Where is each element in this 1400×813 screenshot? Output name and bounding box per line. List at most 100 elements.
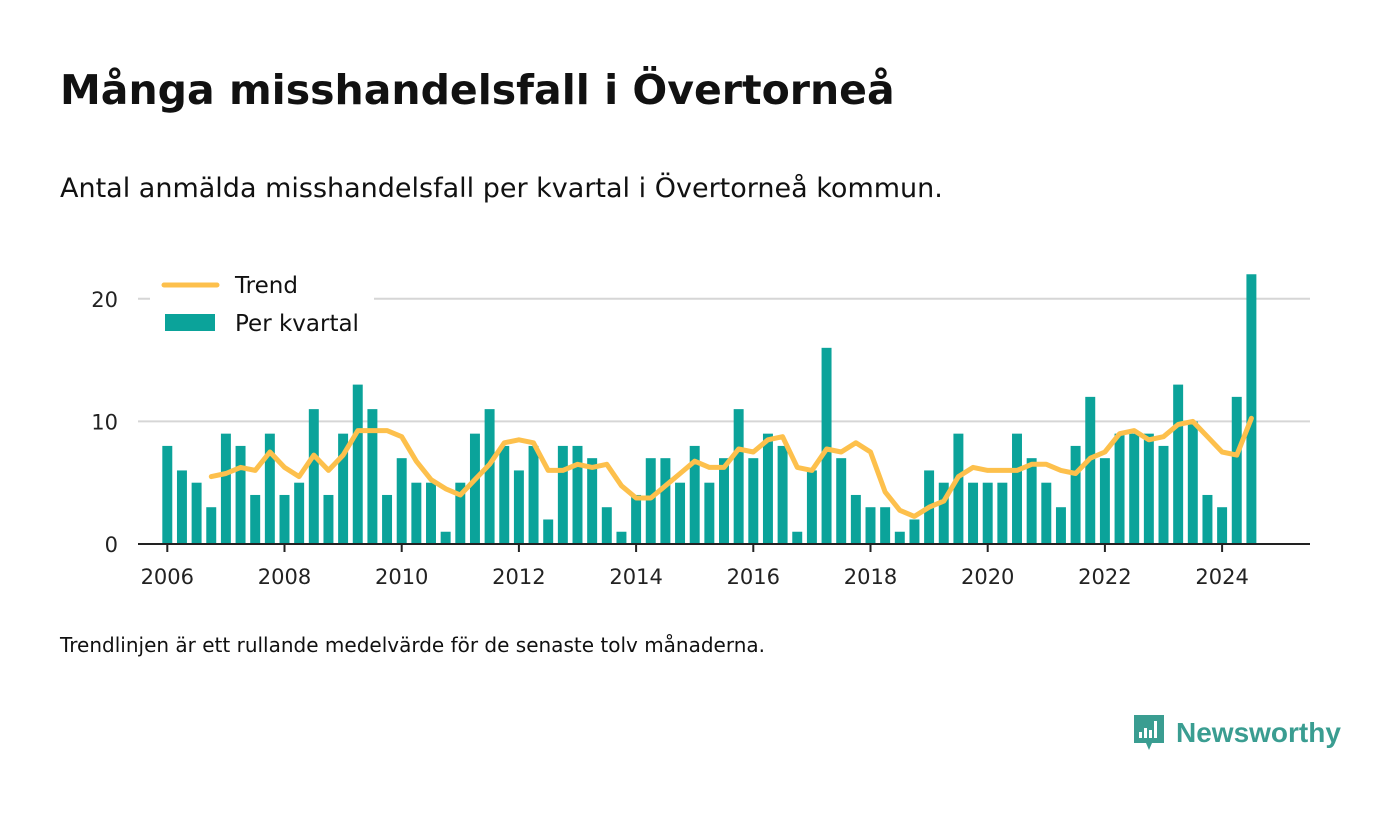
bar (719, 458, 729, 544)
bar (250, 494, 261, 544)
bar (953, 433, 964, 544)
bar (1070, 445, 1081, 544)
x-tick-label: 2018 (844, 565, 897, 589)
legend: Trend Per kvartal (150, 262, 374, 346)
bar (528, 445, 539, 544)
x-tick-label: 2010 (375, 565, 428, 589)
bar (176, 470, 187, 544)
brand: Newsworthy (1132, 710, 1341, 756)
x-tick-label: 2024 (1195, 565, 1248, 589)
bar (587, 458, 598, 544)
bar (557, 445, 568, 544)
bar (997, 482, 1008, 544)
trend-line (208, 415, 1254, 519)
bar (352, 384, 363, 544)
x-tick-label: 2008 (258, 565, 311, 589)
bar (1217, 507, 1228, 544)
bar (704, 482, 715, 544)
legend-background (150, 262, 374, 346)
bar (162, 445, 173, 544)
bar (631, 494, 642, 544)
bar (572, 445, 583, 544)
bar (294, 482, 305, 544)
bar (660, 458, 671, 544)
bar (499, 445, 510, 544)
x-tick-label: 2012 (492, 565, 545, 589)
x-tick-label: 2016 (727, 565, 780, 589)
y-tick-label: 0 (105, 533, 118, 557)
bar (308, 409, 319, 544)
bar (1246, 274, 1257, 544)
bar (968, 482, 979, 544)
bar (338, 433, 349, 544)
trend-line-group (208, 415, 1254, 519)
bar (513, 470, 524, 544)
bar (806, 470, 817, 544)
bar (1158, 445, 1169, 544)
bar (1012, 433, 1022, 544)
chart-subtitle: Antal anmälda misshandelsfall per kvarta… (60, 173, 943, 204)
bar (850, 494, 861, 544)
bar (616, 531, 627, 544)
bar (1041, 482, 1052, 544)
y-tick-label: 20 (91, 288, 118, 312)
bar (382, 494, 393, 544)
bar (1099, 458, 1110, 544)
bars (162, 274, 1257, 544)
bar (675, 482, 686, 544)
bar (543, 519, 554, 544)
bar (191, 482, 202, 544)
bar (1143, 433, 1154, 544)
bar (880, 507, 891, 544)
bar (396, 458, 407, 544)
bar (455, 482, 466, 544)
bar (206, 507, 217, 544)
bar (1114, 433, 1125, 544)
newsworthy-logo-icon (1134, 715, 1164, 750)
brand-name: Newsworthy (1176, 717, 1341, 748)
bar (909, 519, 920, 544)
bar (1187, 421, 1198, 544)
bar (645, 458, 656, 544)
bar (1129, 433, 1140, 544)
bar (1173, 384, 1184, 544)
bar (689, 445, 700, 544)
axes: 2006 2008 2010 2012 2014 2016 2018 2020 2022 2024… (91, 288, 1310, 589)
bar (1085, 396, 1096, 544)
bar (748, 458, 759, 544)
chart-title: Många misshandelsfall i Övertorneå (60, 66, 895, 114)
bar (792, 531, 803, 544)
bar (484, 409, 495, 544)
bar (469, 433, 480, 544)
bar (367, 409, 378, 544)
bar (411, 482, 422, 544)
x-tick-label: 2014 (609, 565, 662, 589)
legend-trend-label: Trend (234, 273, 298, 299)
bar (982, 482, 993, 544)
x-tick-label: 2006 (141, 565, 194, 589)
bar (264, 433, 275, 544)
bar (762, 433, 773, 544)
footnote: Trendlinjen är ett rullande medelvärde f… (60, 633, 766, 657)
y-tick-label: 10 (91, 410, 118, 434)
x-tick-label: 2022 (1078, 565, 1131, 589)
bar (1055, 507, 1066, 544)
legend-bar-swatch (165, 314, 215, 331)
bar (220, 433, 231, 544)
bar (235, 445, 246, 544)
bar (323, 494, 334, 544)
x-tick-label: 2020 (961, 565, 1014, 589)
bar (426, 482, 436, 544)
bar (733, 409, 744, 544)
bar (836, 458, 847, 544)
bar (777, 445, 788, 544)
bar (440, 531, 451, 544)
bar (279, 494, 290, 544)
bar (938, 482, 949, 544)
bar (894, 531, 905, 544)
bar (1202, 494, 1213, 544)
bar (865, 507, 876, 544)
bar (1231, 396, 1242, 544)
legend-bar-label: Per kvartal (235, 311, 359, 337)
